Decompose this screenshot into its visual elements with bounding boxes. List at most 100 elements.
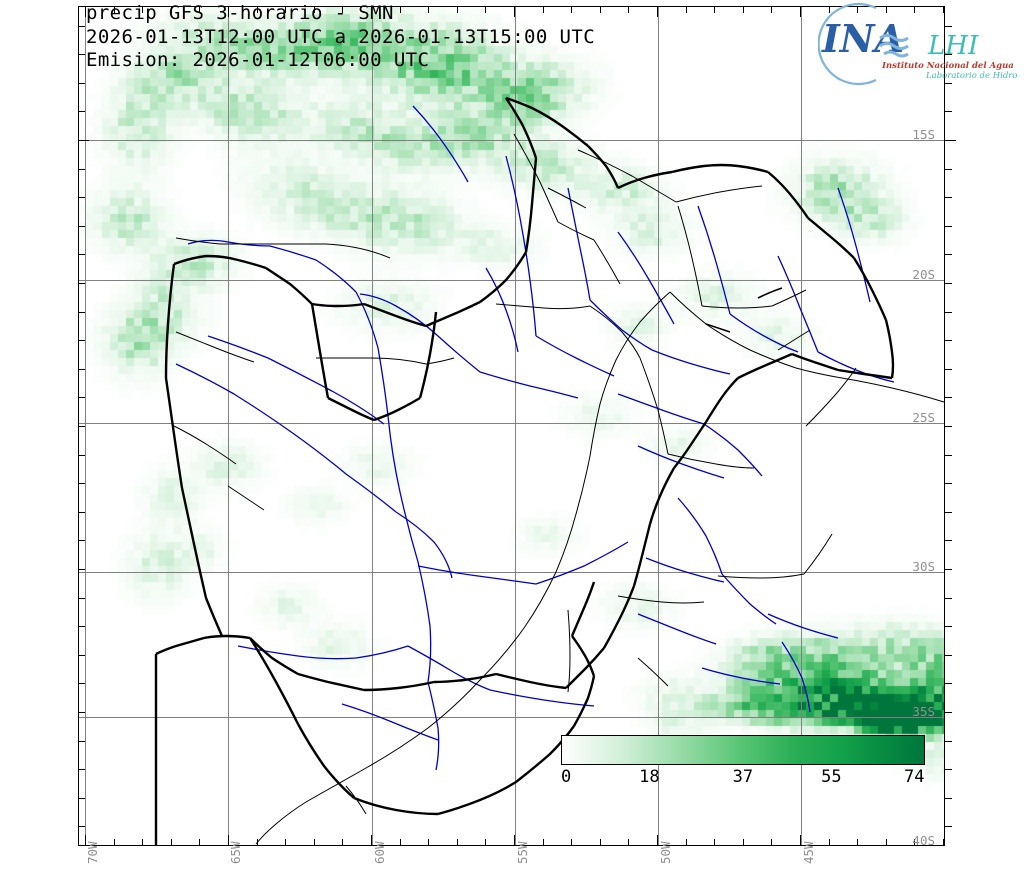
tick-right <box>945 111 952 112</box>
tick-left <box>78 340 85 341</box>
tick-top <box>85 6 86 17</box>
tick-left <box>78 655 85 656</box>
tick-top <box>400 6 401 13</box>
tick-left <box>78 169 85 170</box>
tick-bottom <box>142 839 143 846</box>
tick-bottom <box>114 839 115 846</box>
lat-label-20s: 20S <box>912 267 935 282</box>
gridline-lat-25s <box>78 423 945 424</box>
lat-label-30s: 30S <box>912 559 935 574</box>
gridline-lat-30s <box>78 572 945 573</box>
tick-right <box>945 83 952 84</box>
tick-top <box>829 6 830 13</box>
title-line-2: 2026-01-13T12:00 UTC a 2026-01-13T15:00 … <box>86 25 596 48</box>
tick-bottom <box>657 835 658 846</box>
tick-left <box>78 683 85 684</box>
gridline-lat-20s <box>78 280 945 281</box>
tick-bottom <box>400 839 401 846</box>
tick-right <box>945 540 952 541</box>
map-plot-area[interactable] <box>78 6 945 846</box>
tick-left <box>78 54 85 55</box>
tick-left <box>78 283 85 284</box>
colorbar[interactable]: 0 18 37 55 74 <box>561 735 925 787</box>
tick-bottom <box>199 839 200 846</box>
rivers-layer <box>175 105 895 771</box>
tick-top <box>457 6 458 13</box>
lon-label-70w: 70W <box>85 841 100 864</box>
lat-label-15s: 15S <box>912 127 935 142</box>
gridline-lon-55w <box>515 6 516 846</box>
tick-right <box>945 254 952 255</box>
lon-label-55w: 55W <box>515 841 530 864</box>
tick-bottom <box>771 839 772 846</box>
gridline-lat-35s <box>78 717 945 718</box>
geography-layer <box>154 96 945 846</box>
tick-right <box>945 655 952 656</box>
precipitation-raster <box>78 6 945 846</box>
tick-top <box>371 6 372 17</box>
country-borders-layer <box>154 96 895 846</box>
tick-bottom <box>628 839 629 846</box>
tick-bottom <box>743 839 744 846</box>
tick-bottom <box>228 835 229 846</box>
lon-label-65w: 65W <box>228 841 243 864</box>
tick-left <box>78 369 85 370</box>
lon-label-60w: 60W <box>372 841 387 864</box>
lon-label-45w: 45W <box>801 841 816 864</box>
tick-top <box>199 6 200 13</box>
tick-bottom <box>371 835 372 846</box>
tick-right <box>945 312 952 313</box>
tick-left <box>78 111 85 112</box>
state-boundaries-layer <box>173 133 857 815</box>
logo-lhi-text: LHI <box>927 31 979 61</box>
gridline-lon-45w <box>801 6 802 846</box>
tick-bottom <box>171 839 172 846</box>
logo-lhi-subtitle: Laboratorio de Hidrologia <box>925 71 1018 81</box>
tick-bottom <box>600 839 601 846</box>
lon-label-50w: 50W <box>658 841 673 864</box>
tick-right <box>945 140 956 141</box>
tick-bottom <box>285 839 286 846</box>
tick-bottom <box>714 839 715 846</box>
tick-left <box>78 254 85 255</box>
colorbar-tick-18: 18 <box>639 767 660 787</box>
tick-left <box>78 312 85 313</box>
tick-top <box>857 6 858 13</box>
tick-right <box>945 826 952 827</box>
tick-right <box>945 369 952 370</box>
tick-top <box>886 6 887 13</box>
tick-left <box>78 769 85 770</box>
ina-lhi-logo: INA LHI Instituto Nacional del Agua Labo… <box>817 2 1024 86</box>
tick-top <box>743 6 744 13</box>
tick-bottom <box>543 839 544 846</box>
tick-bottom <box>485 839 486 846</box>
tick-right <box>945 426 952 427</box>
tick-right <box>945 569 952 570</box>
tick-right <box>945 169 952 170</box>
tick-right <box>945 769 952 770</box>
tick-left <box>78 569 85 570</box>
gridline-lon-70w <box>85 6 86 846</box>
gridline-lon-50w <box>658 6 659 846</box>
map-title-block: precip GFS 3-horario - SMN 2026-01-13T12:… <box>86 2 595 73</box>
tick-left <box>78 226 85 227</box>
tick-right <box>945 512 952 513</box>
tick-top <box>543 6 544 13</box>
tick-right <box>945 798 952 799</box>
tick-left <box>78 397 85 398</box>
tick-right <box>945 397 952 398</box>
tick-left <box>78 26 85 27</box>
tick-top <box>285 6 286 13</box>
tick-left <box>78 798 85 799</box>
tick-bottom <box>886 839 887 846</box>
tick-left <box>78 626 85 627</box>
tick-top <box>514 6 515 17</box>
tick-bottom <box>457 839 458 846</box>
tick-top <box>657 6 658 17</box>
colorbar-tick-74: 74 <box>904 767 925 787</box>
tick-top <box>428 6 429 13</box>
gridline-lat-15s <box>78 140 945 141</box>
tick-bottom <box>829 839 830 846</box>
tick-bottom <box>314 839 315 846</box>
